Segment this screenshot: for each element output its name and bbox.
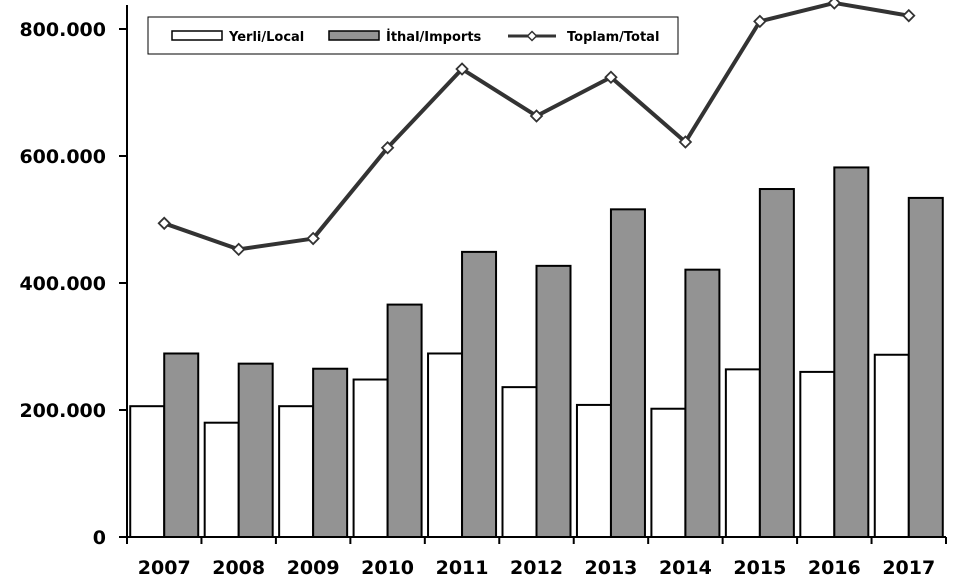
bar-local-2016 xyxy=(799,370,836,538)
bar-imports-2012 xyxy=(535,264,572,538)
bar-local-2011 xyxy=(427,352,464,538)
bar-local-2008 xyxy=(203,421,240,539)
total-marker-2009 xyxy=(306,231,320,246)
total-marker-2007 xyxy=(157,216,171,231)
legend-label-local: Yerli/Local xyxy=(228,30,304,45)
bar-local-2007 xyxy=(129,405,166,538)
x-tick-label: 2008 xyxy=(212,557,265,579)
x-tick-label: 2017 xyxy=(882,557,935,579)
bar-imports-2010 xyxy=(386,303,423,538)
bar-imports-2014 xyxy=(684,268,721,538)
y-tick-label: 600.000 xyxy=(19,146,106,168)
x-tick-label: 2011 xyxy=(436,557,489,579)
total-marker-2011 xyxy=(455,62,469,76)
bar-local-2013 xyxy=(575,403,612,539)
bars-layer xyxy=(129,166,944,539)
y-tick-label: 400.000 xyxy=(19,273,106,295)
x-tick-label: 2014 xyxy=(659,557,712,579)
axes-layer: 0 200.000 400.000 600.000 800.000 2007 2008 200… xyxy=(19,5,947,579)
total-marker-2012 xyxy=(529,109,544,123)
total-marker-2017 xyxy=(902,8,916,23)
bar-imports-2008 xyxy=(237,362,274,538)
bar-local-2012 xyxy=(501,386,538,539)
x-tick-label: 2013 xyxy=(585,557,638,579)
bar-imports-2013 xyxy=(609,208,646,538)
legend-frame xyxy=(147,16,679,55)
legend-swatch-total-marker xyxy=(526,30,538,42)
y-tick-label: 800.000 xyxy=(19,19,106,41)
bar-local-2015 xyxy=(724,368,761,538)
total-marker-2015 xyxy=(753,14,767,29)
bar-local-2010 xyxy=(352,378,389,538)
total-marker-2013 xyxy=(604,70,618,85)
bar-local-2017 xyxy=(873,353,910,538)
bar-imports-2017 xyxy=(907,196,944,538)
legend: Yerli/Local İthal/Imports Toplam/Total xyxy=(147,16,679,55)
legend-label-total: Toplam/Total xyxy=(567,30,659,45)
total-marker-2008 xyxy=(231,242,246,257)
x-tick-label: 2009 xyxy=(287,557,340,579)
bar-imports-2016 xyxy=(833,166,870,538)
x-tick-label: 2007 xyxy=(138,557,191,579)
y-tick-label: 200.000 xyxy=(19,400,106,422)
bar-imports-2015 xyxy=(758,188,795,539)
total-marker-2014 xyxy=(678,135,693,149)
bar-local-2009 xyxy=(278,405,315,538)
x-tick-label: 2012 xyxy=(510,557,563,579)
legend-swatch-imports xyxy=(328,30,380,41)
bar-imports-2011 xyxy=(461,250,498,538)
total-line-layer xyxy=(157,0,916,257)
total-marker-2010 xyxy=(380,140,395,155)
bar-imports-2007 xyxy=(163,352,200,538)
x-tick-label: 2010 xyxy=(361,557,414,579)
bar-imports-2009 xyxy=(312,367,349,538)
y-tick-label: 0 xyxy=(93,527,106,549)
x-tick-label: 2015 xyxy=(733,557,786,579)
total-marker-2016 xyxy=(827,0,842,10)
x-tick-label: 2016 xyxy=(808,557,861,579)
legend-label-imports: İthal/Imports xyxy=(386,29,482,45)
bar-local-2014 xyxy=(650,407,687,539)
legend-swatch-local xyxy=(171,30,223,41)
